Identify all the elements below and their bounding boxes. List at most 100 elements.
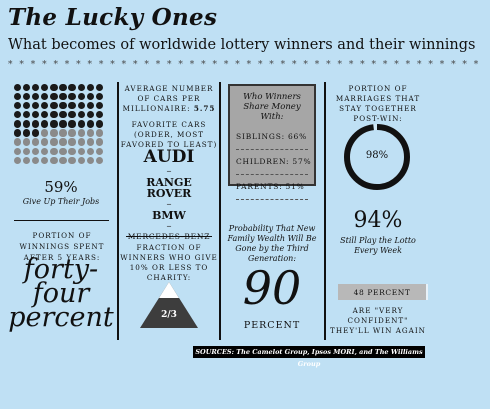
jobs-dot: [86, 111, 94, 119]
spent-value-2: four: [32, 278, 90, 309]
jobs-dot: [59, 120, 67, 128]
favorite-cars-label: Favorite cars (order, most favored to le…: [120, 120, 218, 149]
jobs-dot: [86, 120, 94, 128]
col1-separator: [14, 220, 109, 221]
jobs-dot: [59, 129, 67, 137]
jobs-dot: [32, 156, 40, 164]
jobs-dot: [95, 102, 103, 110]
share-panel: Who Winners Share Money With: SIBLINGS: 6…: [228, 84, 316, 200]
jobs-dot: [77, 138, 85, 146]
jobs-dot: [41, 138, 49, 146]
jobs-dot: [86, 84, 94, 92]
jobs-dot: [77, 111, 85, 119]
jobs-dot: [68, 156, 76, 164]
jobs-dot: [23, 102, 31, 110]
jobs-dot: [50, 93, 58, 101]
jobs-dot: [59, 102, 67, 110]
jobs-dot: [59, 111, 67, 119]
cars-label: Average number of cars per millionaire: …: [122, 84, 216, 113]
jobs-dot: [14, 84, 22, 92]
confident-fill: 48 PERCENT: [338, 284, 427, 300]
jobs-dot: [86, 156, 94, 164]
col2-separator: [126, 236, 212, 237]
jobs-dot: [95, 84, 103, 92]
jobs-dot: [59, 147, 67, 155]
jobs-dot: [41, 129, 49, 137]
jobs-dot: [50, 129, 58, 137]
confident-text-2: CONFIDENT": [347, 316, 409, 325]
share-row: SIBLINGS: 66%: [236, 131, 308, 150]
jobs-dot: [77, 156, 85, 164]
jobs-dot: [86, 102, 94, 110]
jobs-dot: [68, 147, 76, 155]
jobs-dot: [50, 138, 58, 146]
jobs-dot: [59, 156, 67, 164]
jobs-dot: [41, 147, 49, 155]
jobs-dot: [23, 93, 31, 101]
share-row-value: 51%: [285, 182, 305, 191]
jobs-label: Give Up Their Jobs: [22, 197, 100, 206]
jobs-dot: [23, 120, 31, 128]
column-divider-2: [219, 82, 221, 340]
marriage-value: 98%: [365, 150, 389, 161]
jobs-dot: [77, 84, 85, 92]
jobs-dot: [86, 138, 94, 146]
jobs-dot: [41, 111, 49, 119]
jobs-dot: [50, 102, 58, 110]
infographic-title: The Lucky Ones: [8, 4, 218, 31]
charity-pyramid: [140, 282, 198, 328]
spent-label: Portion of winnings spent after 5 years:: [19, 231, 105, 262]
jobs-dot: [95, 129, 103, 137]
jobs-dot: [23, 156, 31, 164]
jobs-dot: [77, 120, 85, 128]
lotto-stat: 94%: [353, 208, 403, 233]
sources-footer: SOURCES: The Camelot Group, Ipsos MORI, …: [193, 346, 425, 368]
jobs-dot: [77, 102, 85, 110]
jobs-dot-grid: [14, 84, 112, 166]
jobs-dot: [50, 84, 58, 92]
spent-value-1: forty-: [23, 254, 99, 285]
jobs-dot: [41, 93, 49, 101]
jobs-dot: [14, 156, 22, 164]
charity-value: 2/3: [161, 310, 177, 320]
charity-label: Fraction of winners who give 10% or less…: [120, 243, 218, 282]
lotto-label-2: Every Week: [354, 246, 402, 255]
jobs-dot: [32, 111, 40, 119]
jobs-dot: [86, 93, 94, 101]
share-row: PARENTS: 51%: [236, 181, 308, 200]
jobs-dot: [86, 129, 94, 137]
jobs-dot: [50, 147, 58, 155]
share-row-label: CHILDREN:: [236, 157, 290, 166]
jobs-dot: [14, 147, 22, 155]
spent-value-3: percent: [8, 302, 114, 333]
jobs-dot: [68, 120, 76, 128]
jobs-dot: [95, 147, 103, 155]
sources-text: SOURCES: The Camelot Group, Ipsos MORI, …: [195, 348, 423, 368]
jobs-dot: [50, 156, 58, 164]
jobs-dot: [32, 84, 40, 92]
jobs-dot: [41, 84, 49, 92]
jobs-dot: [14, 120, 22, 128]
marriage-ring: [344, 124, 410, 190]
jobs-dot: [41, 156, 49, 164]
jobs-dot: [14, 93, 22, 101]
jobs-stat: 59%: [44, 178, 78, 196]
jobs-dot: [95, 111, 103, 119]
share-row-value: 66%: [287, 132, 308, 141]
wealth-value: 90: [242, 261, 302, 315]
jobs-dot: [32, 120, 40, 128]
jobs-dot: [32, 147, 40, 155]
column-divider-1: [117, 82, 119, 340]
column-divider-3: [324, 82, 326, 340]
cars-value: 5.75: [193, 104, 216, 113]
jobs-dot: [23, 111, 31, 119]
jobs-dot: [95, 156, 103, 164]
jobs-dot: [68, 111, 76, 119]
jobs-dot: [77, 93, 85, 101]
jobs-dot: [77, 129, 85, 137]
wealth-unit: PERCENT: [243, 320, 301, 331]
wealth-label: Probability That New Family Wealth Will …: [227, 224, 317, 263]
share-row-label: PARENTS:: [236, 182, 283, 191]
jobs-dot: [14, 138, 22, 146]
jobs-dot: [95, 120, 103, 128]
